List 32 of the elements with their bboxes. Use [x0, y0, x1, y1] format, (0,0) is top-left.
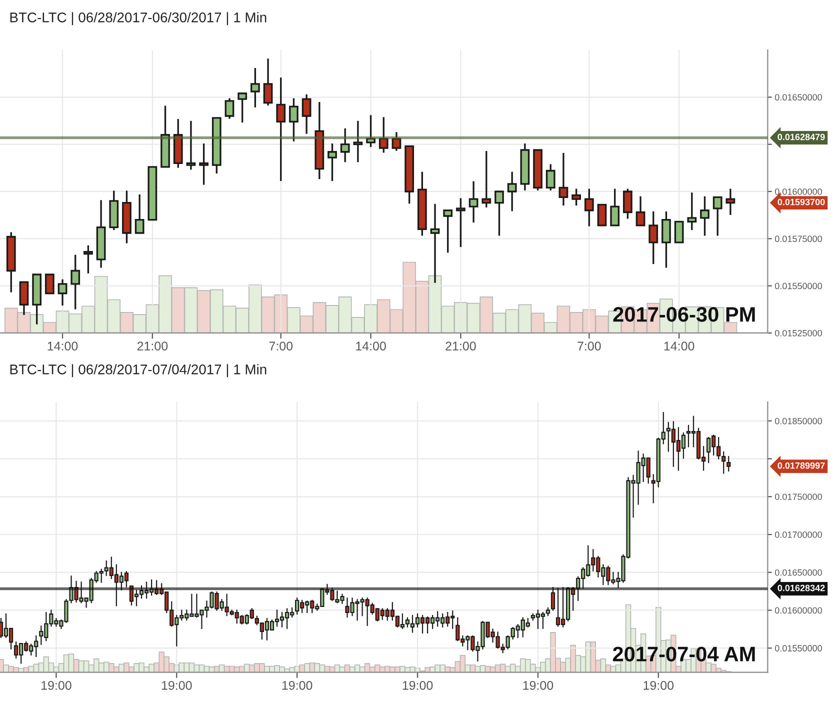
- x-tick-label: 14:00: [356, 342, 386, 351]
- y-tick-label: 0.01700000: [774, 531, 822, 538]
- x-tick-label: 7:00: [578, 342, 601, 351]
- chart-title: BTC-LTC | 06/28/2017-06/30/2017 | 1 Min: [10, 12, 266, 26]
- ref-line-label: 0.01628342: [778, 584, 825, 592]
- y-tick-label: 0.01525000: [774, 330, 822, 336]
- x-tick-label: 19:00: [282, 680, 312, 690]
- y-tick-label: 0.01650000: [774, 94, 822, 101]
- y-tick-label: 0.01650000: [774, 569, 822, 576]
- x-tick-label: 7:00: [269, 342, 293, 351]
- text: 0.01789997: [778, 462, 825, 469]
- x-tick-label: 14:00: [48, 342, 78, 351]
- y-tick-label: 0.01600000: [774, 188, 822, 195]
- x-tick-label: 19:00: [644, 680, 674, 690]
- annotation: 2017-07-04 AM: [612, 646, 755, 662]
- text: 0.01593700: [778, 198, 825, 206]
- x-tick-label: 19:00: [162, 680, 192, 690]
- y-tick-label: 0.01550000: [774, 645, 822, 652]
- x-tick-label: 21:00: [137, 342, 168, 351]
- y-tick-label: 0.01750000: [774, 494, 822, 500]
- chart-title: BTC-LTC | 06/28/2017-07/04/2017 | 1 Min: [10, 364, 266, 378]
- x-tick-label: 14:00: [664, 342, 694, 351]
- y-tick-label: 0.01600000: [774, 607, 822, 614]
- x-tick-label: 21:00: [446, 342, 476, 351]
- y-tick-label: 0.01550000: [774, 282, 822, 290]
- ref-line-label: 0.01628479: [778, 134, 825, 140]
- y-tick-label: 0.01575000: [774, 236, 822, 242]
- x-tick-label: 19:00: [523, 680, 554, 690]
- x-tick-label: 19:00: [42, 680, 72, 690]
- y-tick-label: 0.01850000: [774, 418, 822, 424]
- x-tick-label: 19:00: [402, 680, 433, 690]
- annotation: 2017-06-30 PM: [613, 307, 755, 322]
